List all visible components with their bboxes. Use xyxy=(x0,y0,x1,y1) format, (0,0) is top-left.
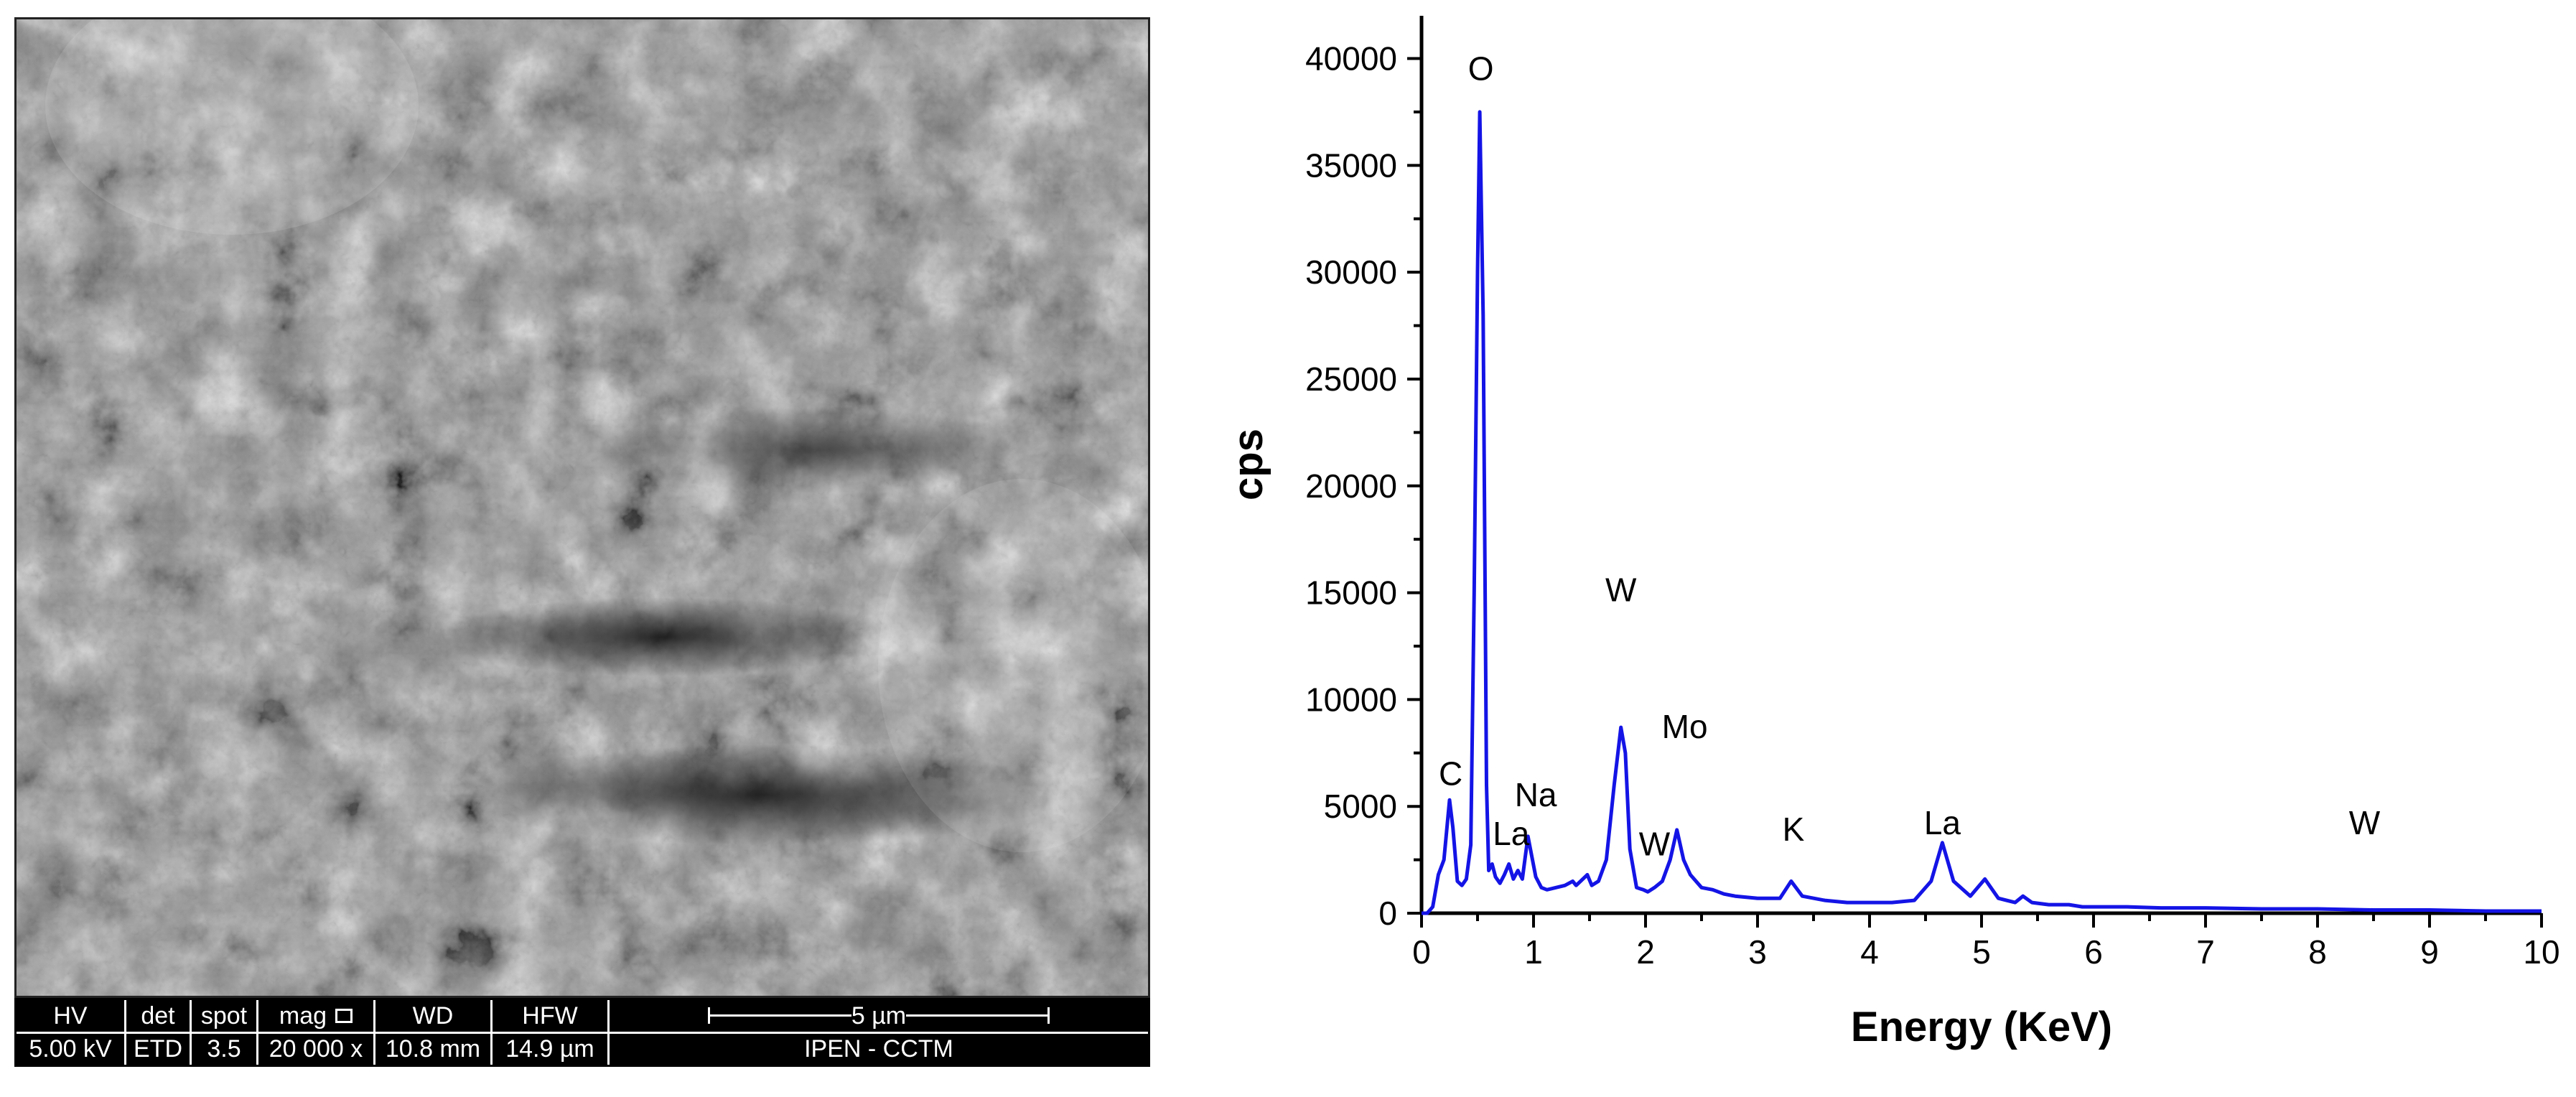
sem-texture xyxy=(17,19,1148,996)
x-tick-label: 7 xyxy=(2196,933,2215,971)
x-tick-label: 4 xyxy=(1860,933,1879,971)
y-tick-label: 15000 xyxy=(1305,574,1397,612)
scale-bar-left xyxy=(707,1007,851,1024)
y-axis-title: cps xyxy=(1225,429,1271,500)
peak-label: W xyxy=(1605,571,1637,608)
x-tick-label: 0 xyxy=(1412,933,1431,971)
sem-wd-header: WD xyxy=(375,1000,490,1034)
sem-info-bar: HV 5.00 kV det ETD spot 3.5 mag 20 000 x… xyxy=(14,998,1150,1067)
sem-spot-cell: spot 3.5 xyxy=(192,1000,258,1065)
y-tick-label: 10000 xyxy=(1305,681,1397,718)
sem-spot-header: spot xyxy=(192,1000,256,1034)
spectrum-series-line xyxy=(1422,110,2542,915)
sem-det-value: ETD xyxy=(134,1035,182,1063)
y-tick-label: 40000 xyxy=(1305,40,1397,78)
peak-label: K xyxy=(1783,811,1805,848)
sem-mag-cell: mag 20 000 x xyxy=(258,1000,375,1065)
peak-label: Mo xyxy=(1662,708,1708,745)
sem-mag-header: mag xyxy=(279,1002,327,1030)
sem-spot-value: 3.5 xyxy=(207,1035,241,1063)
y-tick-label: 0 xyxy=(1378,895,1397,932)
sem-hv-value: 5.00 kV xyxy=(29,1035,112,1063)
x-tick-label: 3 xyxy=(1748,933,1767,971)
sem-det-header: det xyxy=(126,1000,190,1034)
sem-scale-cell: 5 µm IPEN - CCTM xyxy=(610,1000,1148,1065)
x-tick-label: 5 xyxy=(1972,933,1991,971)
sem-micrograph-image xyxy=(14,17,1150,998)
y-tick-label: 30000 xyxy=(1305,253,1397,291)
y-tick-label: 5000 xyxy=(1324,788,1397,825)
peak-label: Na xyxy=(1515,776,1557,813)
x-tick-label: 10 xyxy=(2523,933,2559,971)
x-axis-ticks: 0 1 2 3 4 5 6 7 8 9 10 xyxy=(1412,913,2560,971)
sem-det-cell: det ETD xyxy=(126,1000,192,1065)
peak-label: La xyxy=(1493,815,1530,852)
peak-label: W xyxy=(2349,804,2381,841)
mag-square-icon xyxy=(335,1008,353,1023)
y-axis-ticks: 0 5000 10000 15000 20000 25000 30000 35000 40000 xyxy=(1305,40,1422,932)
chart-axes xyxy=(1419,16,2542,915)
x-tick-label: 6 xyxy=(2084,933,2103,971)
peak-label: La xyxy=(1924,804,1961,841)
sem-lab-label: IPEN - CCTM xyxy=(804,1035,953,1063)
x-tick-label: 8 xyxy=(2308,933,2327,971)
y-tick-label: 35000 xyxy=(1305,146,1397,184)
peak-label: W xyxy=(1639,826,1671,863)
x-tick-label: 9 xyxy=(2420,933,2439,971)
sem-scale-row: 5 µm xyxy=(610,1000,1148,1034)
sem-hfw-value: 14.9 µm xyxy=(505,1035,594,1063)
sem-wd-value: 10.8 mm xyxy=(385,1035,481,1063)
peak-label: C xyxy=(1439,755,1462,792)
sem-wd-cell: WD 10.8 mm xyxy=(375,1000,493,1065)
scale-bar-right xyxy=(906,1007,1050,1024)
sem-hfw-header: HFW xyxy=(493,1000,607,1034)
sem-hfw-cell: HFW 14.9 µm xyxy=(493,1000,610,1065)
sem-scale-label: 5 µm xyxy=(851,1002,907,1030)
eds-spectrum-chart: 0 1 2 3 4 5 6 7 8 9 10 0 5000 10000 15000 20000 25000 30… xyxy=(1225,16,2560,1050)
x-tick-label: 2 xyxy=(1636,933,1655,971)
sem-hv-header: HV xyxy=(17,1000,124,1034)
peak-label: O xyxy=(1468,50,1494,87)
x-tick-label: 1 xyxy=(1524,933,1543,971)
sem-mag-value: 20 000 x xyxy=(269,1035,363,1063)
y-tick-label: 20000 xyxy=(1305,467,1397,505)
sem-micrograph-panel: HV 5.00 kV det ETD spot 3.5 mag 20 000 x… xyxy=(14,17,1150,1067)
sem-hv-cell: HV 5.00 kV xyxy=(17,1000,126,1065)
x-axis-title: Energy (KeV) xyxy=(1851,1004,2112,1050)
sem-mag-header-row: mag xyxy=(258,1000,373,1034)
y-tick-label: 25000 xyxy=(1305,360,1397,398)
